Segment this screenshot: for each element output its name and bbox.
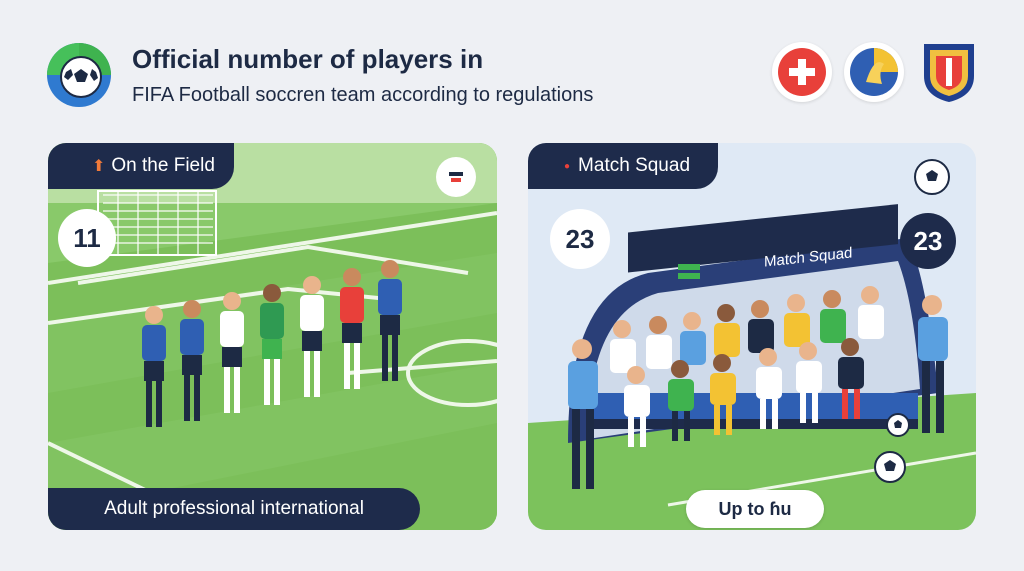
pitch-illustration bbox=[48, 143, 497, 530]
soccer-ball-logo-icon bbox=[46, 42, 112, 108]
emblem-badge-icon bbox=[844, 42, 904, 102]
on-the-field-panel: ⬆ On the Field 11 Adult professional int… bbox=[48, 143, 497, 530]
arrow-icon: ⬆ bbox=[92, 158, 106, 175]
squad-count-left: 23 bbox=[550, 209, 610, 269]
soccer-ball-icon bbox=[914, 159, 950, 195]
adult-professional-label: Adult professional international bbox=[48, 488, 420, 530]
page-title: Official number of players in bbox=[132, 44, 484, 74]
coach-right bbox=[918, 295, 948, 433]
page-subtitle: FIFA Football soccren team according to … bbox=[132, 84, 594, 106]
bench-players bbox=[610, 286, 884, 447]
soccer-ball-ground-icon bbox=[874, 451, 906, 483]
on-the-field-label: ⬆ On the Field bbox=[48, 143, 234, 189]
whistle-icon bbox=[436, 157, 476, 197]
bench-illustration bbox=[528, 143, 976, 530]
up-to-label: Up to ɦu bbox=[686, 490, 824, 528]
match-squad-panel: ● Match Squad Match Squad 23 23 Up to ɦu bbox=[528, 143, 976, 530]
field-player-count: 11 bbox=[58, 209, 116, 267]
players-lineup bbox=[142, 260, 402, 427]
shield-crest-icon bbox=[918, 40, 980, 104]
soccer-ball-small-icon bbox=[886, 413, 910, 437]
coach-left bbox=[568, 339, 598, 489]
match-squad-label: ● Match Squad bbox=[528, 143, 718, 189]
swiss-cross-badge-icon bbox=[772, 42, 832, 102]
dot-icon: ● bbox=[564, 160, 571, 172]
squad-count-right: 23 bbox=[900, 213, 956, 269]
